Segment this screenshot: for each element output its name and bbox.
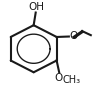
Text: O: O — [55, 73, 63, 83]
Text: CH₃: CH₃ — [62, 75, 80, 85]
Text: O: O — [69, 31, 78, 41]
Text: OH: OH — [28, 2, 44, 12]
